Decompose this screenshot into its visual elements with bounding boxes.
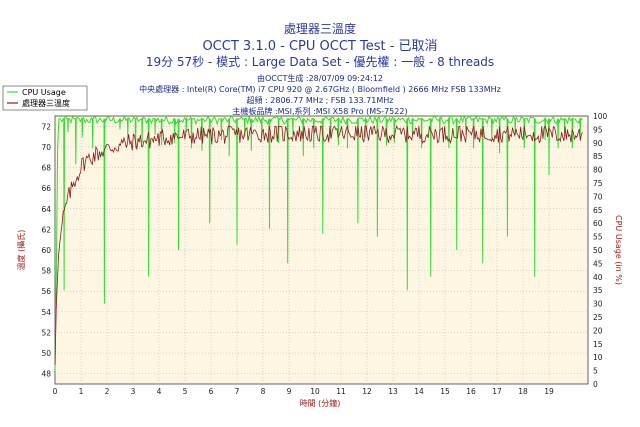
x-tick-label: 11 xyxy=(336,387,346,396)
y-right-tick-label: 5 xyxy=(593,367,598,376)
x-tick-label: 8 xyxy=(261,387,266,396)
y-right-tick-label: 20 xyxy=(593,326,603,335)
y-left-tick-label: 56 xyxy=(41,287,51,296)
legend-label-cpu-usage: CPU Usage xyxy=(22,88,66,97)
y-right-tick-label: 80 xyxy=(593,166,603,175)
series-cpu-usage xyxy=(54,114,584,371)
x-tick-label: 9 xyxy=(287,387,292,396)
y-right-tick-label: 70 xyxy=(593,192,603,201)
x-tick-label: 4 xyxy=(157,387,162,396)
x-tick-label: 2 xyxy=(105,387,110,396)
y-right-tick-label: 10 xyxy=(593,353,603,362)
x-tick-label: 0 xyxy=(53,387,58,396)
y-left-tick-label: 72 xyxy=(41,122,51,131)
y-right-tick-label: 55 xyxy=(593,233,603,242)
x-tick-label: 5 xyxy=(183,387,188,396)
y-axis-left-label: 溫度 (攝氏) xyxy=(16,230,26,271)
legend-box xyxy=(2,85,88,111)
y-right-tick-label: 25 xyxy=(593,313,603,322)
x-tick-label: 17 xyxy=(492,387,502,396)
x-tick-label: 12 xyxy=(362,387,372,396)
y-right-tick-label: 30 xyxy=(593,300,603,309)
y-right-tick-label: 35 xyxy=(593,286,603,295)
y-right-tick-label: 40 xyxy=(593,273,603,282)
x-axis-label: 時間 (分鐘) xyxy=(300,398,341,408)
y-left-tick-label: 70 xyxy=(41,143,51,152)
tick-layer: 0 1 2 3 4 5 6 7 8 9 10 11 12 13 14 15 16 17 18 194850525456… xyxy=(41,112,607,396)
y-right-tick-label: 100 xyxy=(593,112,608,121)
y-left-tick-label: 52 xyxy=(41,328,51,337)
x-tick-label: 6 xyxy=(209,387,214,396)
info-line: 主機板品牌 :MSI,系列 :MSI X58 Pro (MS-7522) xyxy=(232,106,407,116)
y-right-tick-label: 85 xyxy=(593,152,603,161)
info-line: 中央處理器 : Intel(R) Core(TM) i7 CPU 920 @ 2… xyxy=(139,84,501,94)
y-left-tick-label: 66 xyxy=(41,184,51,193)
y-left-tick-label: 54 xyxy=(41,308,51,317)
y-right-tick-label: 95 xyxy=(593,125,603,134)
series-temperature xyxy=(54,125,584,365)
x-tick-label: 19 xyxy=(544,387,554,396)
info-line: 由OCCT生成 :28/07/09 09:24:12 xyxy=(257,73,383,83)
y-right-tick-label: 50 xyxy=(593,246,603,255)
info-line: 超頻 : 2806.77 MHz ; FSB 133.71MHz xyxy=(247,95,394,105)
y-right-tick-label: 60 xyxy=(593,219,603,228)
legend: CPU Usage 處理器三溫度 xyxy=(2,85,88,111)
y-right-tick-label: 15 xyxy=(593,340,603,349)
y-left-tick-label: 64 xyxy=(41,205,51,214)
x-tick-label: 14 xyxy=(414,387,424,396)
y-left-tick-label: 50 xyxy=(41,349,51,358)
y-axis-right-label: CPU Usage (in %) xyxy=(614,215,623,285)
chart-title: OCCT 3.1.0 - CPU OCCT Test - 已取消 xyxy=(202,39,437,54)
x-tick-label: 10 xyxy=(310,387,320,396)
x-tick-label: 1 xyxy=(79,387,84,396)
y-left-tick-label: 62 xyxy=(41,225,51,234)
y-right-tick-label: 75 xyxy=(593,179,603,188)
x-tick-label: 7 xyxy=(235,387,240,396)
x-tick-label: 16 xyxy=(466,387,476,396)
x-tick-label: 13 xyxy=(388,387,398,396)
y-left-tick-label: 58 xyxy=(41,267,51,276)
y-left-tick-label: 68 xyxy=(41,164,51,173)
legend-label-temperature: 處理器三溫度 xyxy=(22,98,70,108)
y-right-tick-label: 0 xyxy=(593,380,598,389)
y-left-tick-label: 60 xyxy=(41,246,51,255)
chart-top-label: 處理器三溫度 xyxy=(284,21,356,36)
y-right-tick-label: 65 xyxy=(593,206,603,215)
x-tick-label: 18 xyxy=(518,387,528,396)
series-layer xyxy=(54,114,584,371)
chart-subtitle: 19分 57秒 - 模式 : Large Data Set - 優先權 : 一般… xyxy=(146,54,494,69)
y-right-tick-label: 45 xyxy=(593,259,603,268)
x-tick-label: 3 xyxy=(131,387,136,396)
y-left-tick-label: 48 xyxy=(41,370,51,379)
y-right-tick-label: 90 xyxy=(593,139,603,148)
x-tick-label: 15 xyxy=(440,387,450,396)
